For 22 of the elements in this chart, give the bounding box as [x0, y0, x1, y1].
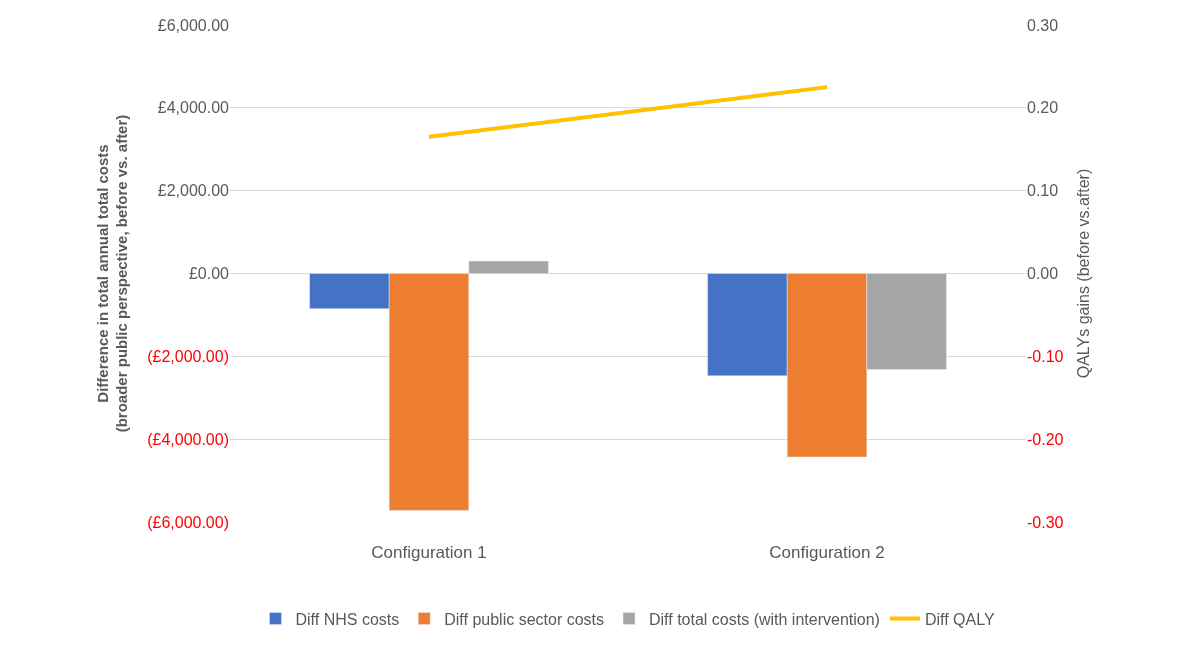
legend-label: Diff total costs (with intervention) — [649, 610, 880, 628]
y2-tick-label: -0.10 — [1027, 347, 1064, 365]
legend-label: Diff public sector costs — [444, 610, 604, 628]
y2-tick-label: 0.20 — [1027, 99, 1059, 117]
y2-tick-label: 0.00 — [1027, 265, 1059, 283]
y-axis-title: Difference in total annual total costs (broader public perspective, before vs. after) — [93, 114, 131, 433]
y-tick-label: £2,000.00 — [157, 182, 230, 200]
y-tick-label: (£4,000.00) — [147, 430, 229, 448]
y-tick-label: (£2,000.00) — [147, 347, 229, 365]
y2-axis-title: QALYs gains (before vs.after) — [1075, 168, 1093, 379]
y-tick-label: (£6,000.00) — [147, 513, 229, 531]
y2-tick-label: 0.10 — [1027, 182, 1059, 200]
x-tick-label: Configuration 1 — [371, 543, 487, 563]
legend-label: Diff NHS costs — [295, 610, 400, 628]
y2-tick-label: -0.30 — [1027, 513, 1064, 531]
y-tick-label: £4,000.00 — [157, 99, 230, 117]
y2-tick-label: -0.20 — [1027, 430, 1064, 448]
y-tick-label: £6,000.00 — [157, 16, 230, 34]
y-tick-label: £0.00 — [188, 265, 230, 283]
y2-tick-label: 0.30 — [1027, 16, 1059, 34]
legend-label: Diff QALY — [924, 610, 995, 628]
x-tick-label: Configuration 2 — [769, 543, 885, 563]
